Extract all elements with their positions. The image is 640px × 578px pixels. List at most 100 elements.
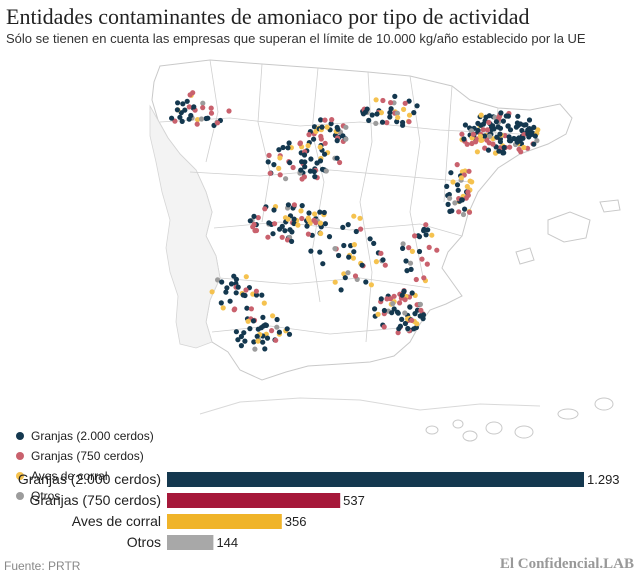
facility-dot	[496, 115, 502, 121]
facility-dot	[180, 101, 186, 107]
facility-dot	[279, 234, 285, 240]
facility-dot	[241, 330, 247, 336]
facility-dot	[402, 100, 408, 106]
facility-dot	[475, 120, 481, 126]
facility-dot	[353, 228, 359, 235]
facility-dot	[446, 191, 452, 198]
facility-dot	[350, 255, 356, 261]
facility-dot	[276, 329, 282, 335]
facility-dot	[394, 110, 400, 116]
facility-dot	[305, 143, 311, 149]
facility-dot	[262, 346, 268, 352]
facility-dot	[274, 316, 280, 323]
legend-label: Granjas (750 cerdos)	[31, 449, 144, 463]
facility-dot	[532, 133, 538, 139]
facility-dot	[389, 310, 395, 316]
legend-dot-icon	[16, 472, 24, 480]
facility-dot	[531, 141, 537, 147]
facility-dot	[407, 260, 414, 266]
facility-dot	[208, 105, 214, 111]
facility-dot	[255, 338, 261, 344]
facility-dot	[320, 261, 326, 267]
facility-dot	[526, 117, 533, 123]
facility-dot	[480, 127, 486, 133]
facility-dot	[277, 155, 283, 161]
facility-dot	[423, 232, 429, 238]
facility-dot	[233, 290, 239, 296]
facility-dot	[358, 226, 364, 232]
facility-dot	[392, 93, 398, 99]
facility-dot	[478, 137, 484, 143]
facility-dot	[291, 216, 297, 222]
facility-dot	[312, 174, 318, 180]
facility-dot	[423, 222, 429, 228]
legend-dot-icon	[16, 452, 24, 460]
facility-dot	[266, 152, 272, 158]
bar-category-label: Otros	[127, 534, 161, 550]
facility-dot	[366, 117, 372, 123]
facility-dot	[501, 144, 507, 151]
facility-dot	[233, 329, 239, 335]
facility-dot	[478, 112, 484, 118]
facility-dot	[497, 125, 504, 131]
facility-dot	[311, 169, 317, 175]
facility-dot	[308, 248, 314, 254]
facility-dot	[412, 233, 418, 239]
facility-dot	[452, 200, 458, 206]
facility-dot	[473, 139, 479, 145]
facility-dot	[252, 228, 258, 234]
facility-dots	[169, 90, 541, 352]
facility-dot	[175, 100, 181, 106]
facility-dot	[482, 133, 488, 139]
facility-dot	[501, 150, 507, 156]
facility-dot	[336, 252, 342, 259]
bar-value-label: 356	[285, 514, 307, 529]
facility-dot	[380, 97, 386, 104]
facility-dot	[307, 168, 313, 174]
facility-dot	[265, 234, 271, 240]
facility-dot	[515, 113, 521, 119]
facility-dot	[496, 148, 502, 154]
facility-dot	[260, 314, 266, 320]
facility-dot	[486, 113, 492, 119]
facility-dot	[274, 324, 280, 330]
facility-dot	[214, 120, 221, 126]
facility-dot	[295, 222, 301, 228]
facility-dot	[306, 132, 312, 138]
facility-dot	[388, 106, 394, 112]
facility-dot	[244, 305, 250, 311]
facility-dot	[194, 121, 200, 127]
facility-dot	[302, 164, 308, 170]
bar	[167, 514, 282, 529]
facility-dot	[371, 240, 377, 246]
legend-item: Granjas (750 cerdos)	[16, 446, 154, 466]
facility-dot	[304, 223, 310, 229]
facility-dot	[413, 276, 419, 283]
facility-dot	[400, 241, 406, 247]
facility-dot	[414, 321, 420, 327]
facility-dot	[238, 343, 244, 349]
facility-dot	[401, 288, 407, 294]
facility-dot	[500, 118, 506, 124]
facility-dot	[219, 279, 225, 285]
facility-dot	[462, 206, 468, 212]
facility-dot	[265, 159, 271, 165]
facility-dot	[459, 131, 465, 137]
facility-dot	[186, 104, 192, 110]
facility-dot	[276, 165, 282, 171]
facility-dot	[261, 323, 267, 329]
facility-dot	[317, 220, 324, 226]
facility-dot	[507, 127, 514, 133]
facility-dot	[329, 117, 335, 123]
facility-dot	[318, 230, 324, 237]
facility-dot	[407, 304, 413, 310]
facility-dot	[465, 189, 471, 195]
facility-dot	[247, 326, 253, 332]
bar-value-label: 537	[343, 493, 365, 508]
facility-dot	[285, 145, 291, 151]
facility-dot	[317, 158, 324, 164]
facility-dot	[397, 323, 403, 329]
facility-dot	[305, 215, 311, 221]
facility-dot	[406, 112, 413, 118]
facility-dot	[187, 92, 193, 98]
